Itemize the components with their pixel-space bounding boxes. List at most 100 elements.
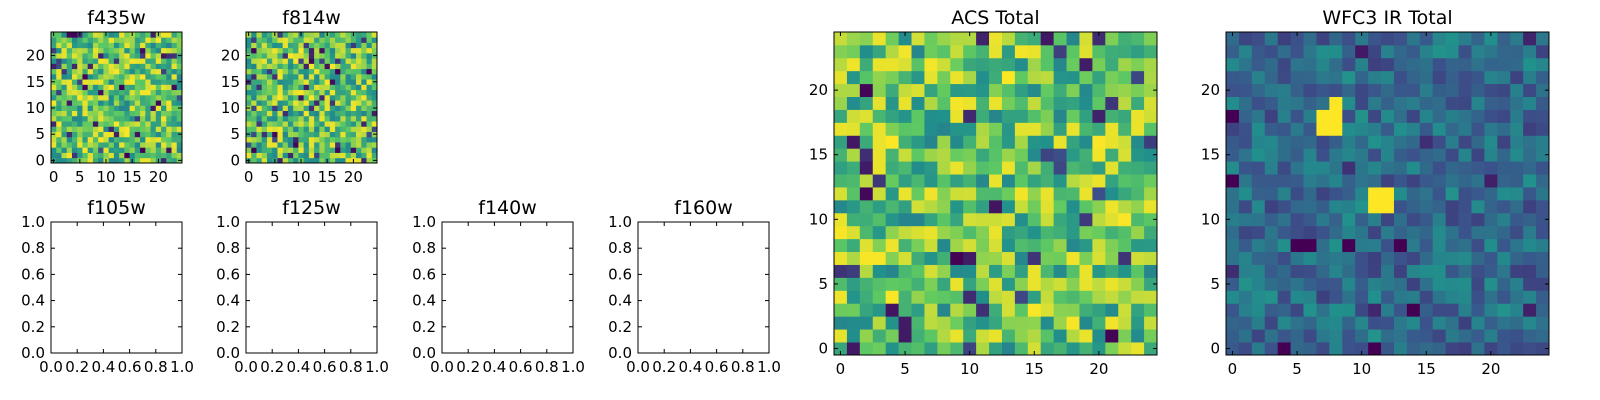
heatmap-cell xyxy=(256,110,263,117)
heatmap-cell xyxy=(287,68,294,75)
heatmap-cell xyxy=(108,115,115,122)
heatmap-cell xyxy=(1510,238,1524,253)
heatmap-cell xyxy=(282,32,289,38)
heatmap-cell xyxy=(1484,212,1498,227)
heatmap-cell xyxy=(319,157,325,164)
heatmap-cell xyxy=(145,105,151,111)
heatmap-cell xyxy=(171,73,178,80)
heatmap-cell xyxy=(261,52,268,59)
heatmap-cell xyxy=(340,37,346,43)
heatmap-cell xyxy=(1290,32,1304,46)
y-tick-label: 5 xyxy=(230,125,240,143)
heatmap-cell xyxy=(350,100,357,106)
heatmap-cell xyxy=(1238,83,1253,97)
heatmap-cell xyxy=(340,126,346,132)
heatmap-cell xyxy=(1001,83,1016,97)
heatmap-cell xyxy=(1406,161,1421,175)
heatmap-cell xyxy=(314,42,320,49)
heatmap-cell xyxy=(1131,212,1145,227)
heatmap-cell xyxy=(171,121,178,127)
heatmap-cell xyxy=(366,100,373,106)
heatmap-cell xyxy=(134,84,141,91)
heatmap-cell xyxy=(1226,109,1240,123)
panel-title: f140w xyxy=(478,197,537,219)
heatmap-cell xyxy=(976,44,990,59)
heatmap-cell xyxy=(834,122,848,136)
heatmap-cell xyxy=(1316,225,1330,240)
heatmap-cell xyxy=(1079,148,1093,162)
heatmap-cell xyxy=(371,32,378,38)
heatmap-cell xyxy=(1053,225,1067,240)
heatmap-cell xyxy=(87,157,94,164)
heatmap-cell xyxy=(108,63,115,70)
heatmap-cell xyxy=(846,342,861,356)
heatmap-cell xyxy=(1053,174,1067,188)
heatmap-cell xyxy=(1329,83,1343,97)
heatmap-cell xyxy=(293,110,299,117)
heatmap-cell xyxy=(1303,57,1317,72)
heatmap-cell xyxy=(1432,329,1447,343)
heatmap-cell xyxy=(1342,199,1356,214)
heatmap-cell xyxy=(1471,187,1485,201)
heatmap-cell xyxy=(256,121,263,127)
heatmap-cell xyxy=(1355,57,1369,72)
heatmap-cell xyxy=(1131,290,1145,304)
heatmap-cell xyxy=(885,135,899,149)
heatmap-cell xyxy=(92,147,99,153)
heatmap-cell xyxy=(1329,32,1343,46)
heatmap-cell xyxy=(1105,316,1119,330)
heatmap-cell xyxy=(282,52,289,59)
heatmap-cell xyxy=(1368,187,1382,201)
heatmap-cell xyxy=(898,199,912,214)
heatmap-cell xyxy=(329,100,336,106)
heatmap-cell xyxy=(1432,342,1447,356)
heatmap-cell xyxy=(66,121,73,127)
heatmap-cell xyxy=(1536,290,1550,304)
heatmap-cell xyxy=(324,37,331,43)
heatmap-cell xyxy=(1523,161,1537,175)
heatmap-cell xyxy=(293,47,299,54)
heatmap-cell xyxy=(314,47,320,54)
heatmap-cell xyxy=(1238,70,1253,85)
heatmap-cell xyxy=(1316,251,1330,265)
heatmap-cell xyxy=(256,32,263,38)
heatmap-cell xyxy=(155,79,162,85)
heatmap-cell xyxy=(340,152,346,159)
heatmap-cell xyxy=(976,57,990,72)
heatmap-cell xyxy=(340,142,346,148)
heatmap-cell xyxy=(92,136,99,143)
heatmap-cell xyxy=(266,152,273,159)
heatmap-cell xyxy=(859,32,874,46)
heatmap-cell xyxy=(1040,83,1055,97)
heatmap-cell xyxy=(1079,161,1093,175)
heatmap-cell xyxy=(898,44,912,59)
heatmap-cell xyxy=(859,148,874,162)
heatmap-cell xyxy=(340,47,346,54)
heatmap-cell xyxy=(303,105,310,111)
heatmap-cell xyxy=(119,110,125,117)
heatmap-cell xyxy=(1118,329,1132,343)
heatmap-cell xyxy=(963,238,977,253)
heatmap-cell xyxy=(103,42,110,49)
heatmap-cell xyxy=(1027,251,1042,265)
heatmap-cell xyxy=(1264,303,1279,317)
heatmap-cell xyxy=(56,63,62,70)
heatmap-cell xyxy=(1238,238,1253,253)
heatmap-cell xyxy=(176,37,183,43)
heatmap-cell xyxy=(134,42,141,49)
heatmap-cell xyxy=(1251,290,1266,304)
heatmap-cell xyxy=(166,121,172,127)
heatmap-cell xyxy=(56,52,62,59)
heatmap-cell xyxy=(335,32,341,38)
heatmap-cell xyxy=(1497,70,1511,85)
heatmap-cell xyxy=(150,79,157,85)
heatmap-cell xyxy=(950,83,964,97)
heatmap-cell xyxy=(1368,199,1382,214)
heatmap-cell xyxy=(277,136,284,143)
heatmap-cell xyxy=(366,84,373,91)
heatmap-cell xyxy=(1510,135,1524,149)
heatmap-cell xyxy=(1131,174,1145,188)
heatmap-cell xyxy=(277,115,284,122)
heatmap-cell xyxy=(161,37,167,43)
heatmap-cell xyxy=(51,42,57,49)
